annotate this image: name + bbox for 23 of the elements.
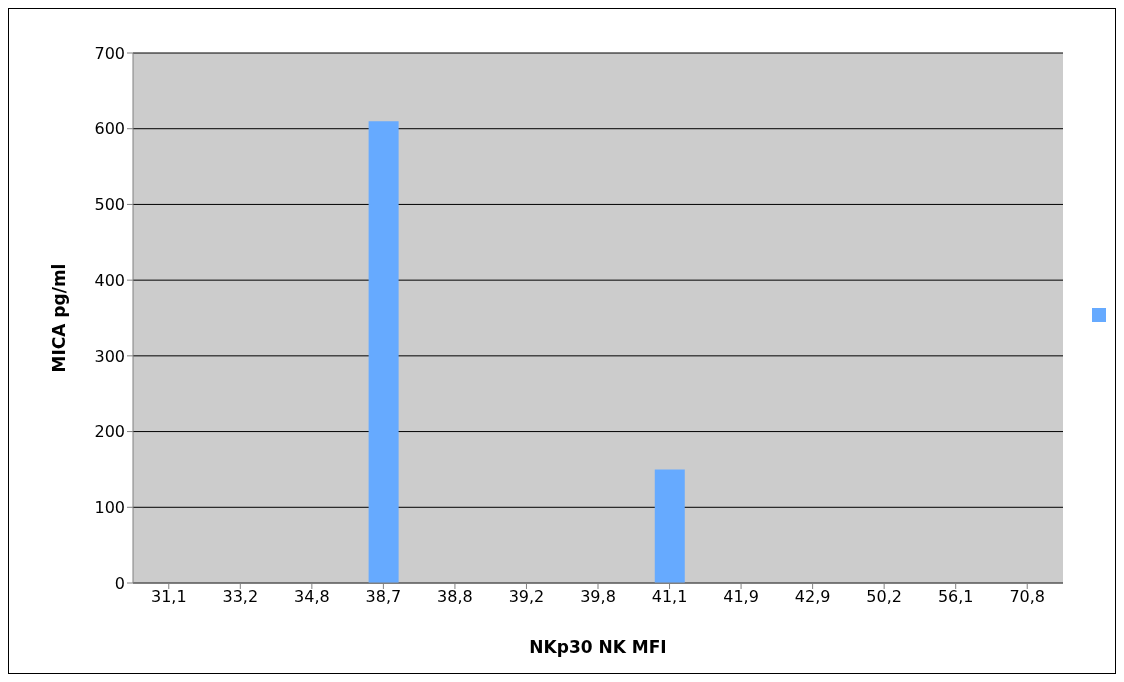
y-axis-title: MICA pg/ml	[49, 263, 70, 373]
x-tick-label: 33,2	[222, 587, 259, 607]
x-tick-label: 56,1	[937, 587, 974, 607]
y-tick-label: 200	[94, 422, 125, 442]
x-tick-label: 31,1	[150, 587, 187, 607]
y-tick-label: 0	[114, 573, 125, 593]
x-tick-label: 38,8	[437, 587, 473, 607]
y-tick-label: 100	[94, 497, 125, 517]
x-tick-label: 39,8	[580, 587, 616, 607]
x-tick-label: 50,2	[866, 587, 902, 607]
x-tick-label: 34,8	[294, 587, 330, 607]
x-axis-title: NKp30 NK MFI	[529, 637, 667, 657]
y-tick-label: 500	[94, 195, 125, 215]
y-tick-label: 600	[94, 119, 125, 139]
y-tick-label: 700	[94, 43, 125, 63]
x-tick-label: 41,9	[723, 587, 759, 607]
y-tick-label: 300	[94, 346, 125, 366]
x-tick-label: 70,8	[1009, 587, 1046, 607]
y-tick-label: 400	[94, 270, 125, 290]
x-tick-label: 42,9	[794, 587, 831, 607]
x-tick-label: 39,2	[508, 587, 545, 607]
x-tick-label: 38,7	[365, 587, 402, 607]
x-tick-label: 41,1	[651, 587, 688, 607]
